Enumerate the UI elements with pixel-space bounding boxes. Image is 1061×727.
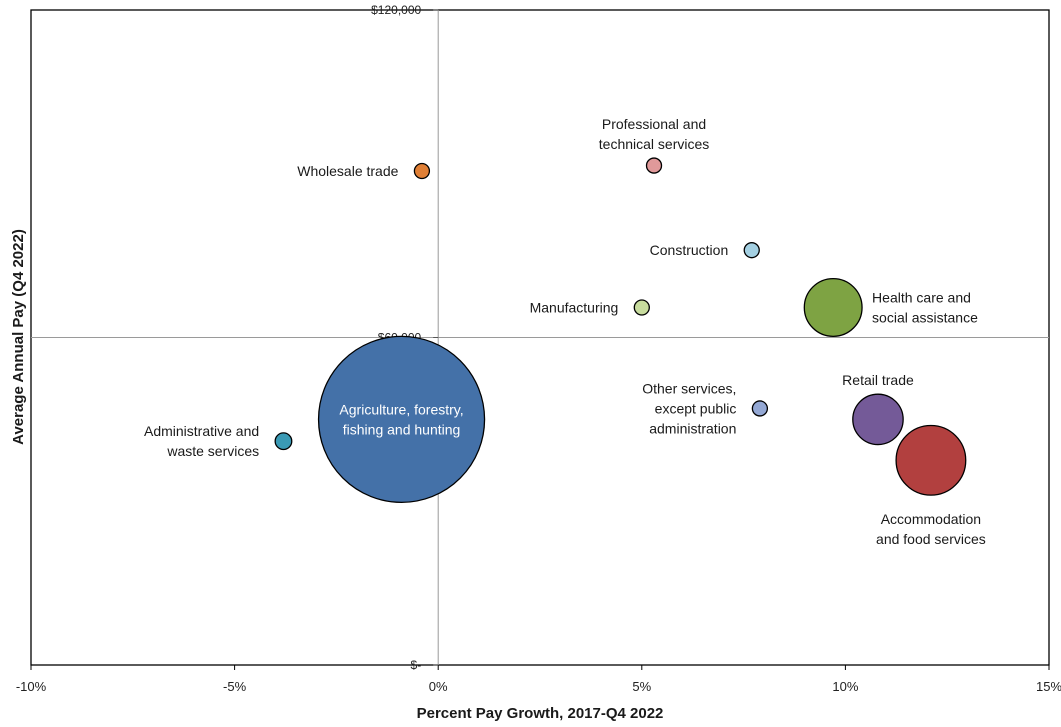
bubble-other-services-except-public-administration [751, 400, 769, 417]
label-retail-trade: Retail trade [842, 372, 914, 388]
bubbles-layer [274, 157, 967, 504]
label-wholesale-trade: Wholesale trade [297, 163, 398, 179]
label-agriculture-forestry-fishing-and-hunting: Agriculture, forestry, [339, 401, 463, 417]
x-tick-label: 10% [832, 679, 858, 694]
axes-layer: -10%-5%0%5%10%15%$-$60,000$120,000 [16, 3, 1061, 694]
bubble-accommodation-and-food-services [895, 424, 967, 496]
x-tick-label: 0% [429, 679, 448, 694]
label-administrative-and-waste-services: waste services [166, 443, 259, 459]
label-other-services-except-public-administration: except public [655, 400, 737, 416]
bubble-administrative-and-waste-services [274, 432, 293, 451]
y-axis-title: Average Annual Pay (Q4 2022) [10, 229, 27, 445]
y-tick-label: $120,000 [371, 3, 421, 17]
bubble-agriculture-forestry-fishing-and-hunting [317, 335, 486, 504]
bubble-health-care-and-social-assistance [803, 277, 863, 338]
bubble-construction [743, 242, 760, 259]
x-tick-label: -10% [16, 679, 47, 694]
label-professional-and-technical-services: technical services [599, 136, 710, 152]
label-construction: Construction [650, 242, 729, 258]
x-axis-title: Percent Pay Growth, 2017-Q4 2022 [417, 705, 664, 722]
bubble-manufacturing [633, 299, 650, 316]
label-professional-and-technical-services: Professional and [602, 116, 706, 132]
label-accommodation-and-food-services: Accommodation [881, 511, 981, 527]
x-tick-label: -5% [223, 679, 247, 694]
label-manufacturing: Manufacturing [530, 299, 619, 315]
x-tick-label: 15% [1036, 679, 1061, 694]
labels-layer: Agriculture, forestry, fishing and huntin… [144, 116, 986, 547]
y-tick-label: $- [411, 658, 422, 672]
label-other-services-except-public-administration: Other services, [642, 380, 736, 396]
label-accommodation-and-food-services: and food services [876, 531, 986, 547]
bubble-retail-trade [852, 393, 904, 446]
label-health-care-and-social-assistance: social assistance [872, 309, 978, 325]
label-other-services-except-public-administration: administration [649, 420, 736, 436]
label-health-care-and-social-assistance: Health care and [872, 289, 971, 305]
label-administrative-and-waste-services: Administrative and [144, 423, 259, 439]
bubble-professional-and-technical-services [645, 157, 663, 174]
x-tick-label: 5% [632, 679, 651, 694]
bubble-wholesale-trade [413, 162, 431, 180]
label-agriculture-forestry-fishing-and-hunting: fishing and hunting [343, 421, 461, 437]
